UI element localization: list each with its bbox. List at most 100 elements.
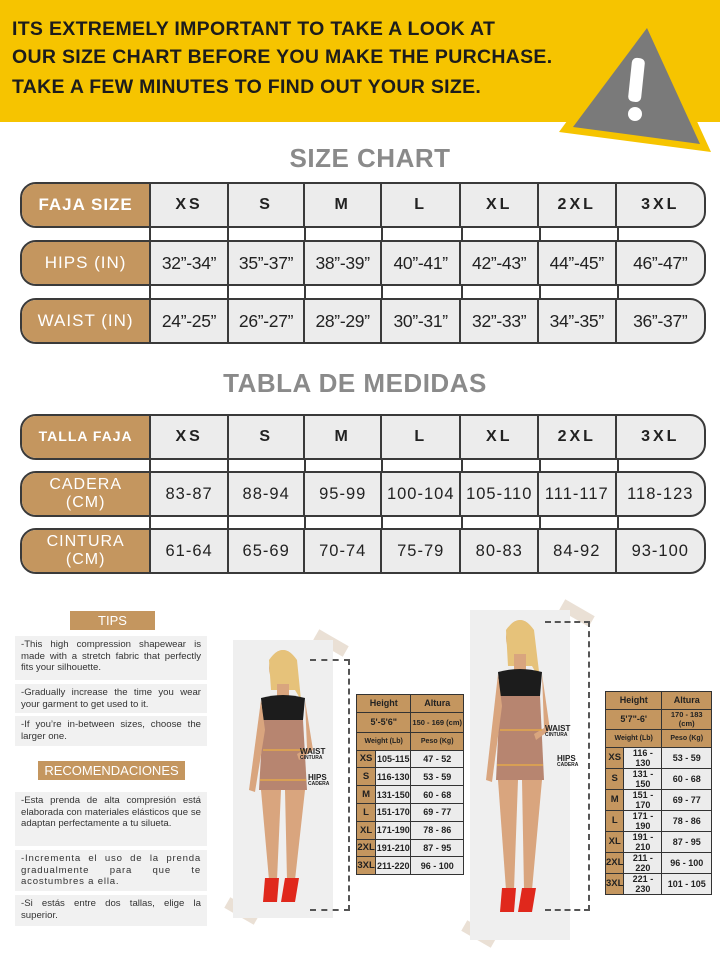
size-cell: M [305,416,382,458]
recomendacion-item: -Si estás entre dos tallas, elige la sup… [15,895,207,926]
value-cell: 131-150 [375,785,412,804]
size-cell: XL [461,184,539,226]
tip-item: -This high compression shapewear is made… [15,636,207,680]
value-cell: 46”-47” [633,252,688,273]
value-cell: 30”-31” [382,300,462,342]
banner-line-3: TAKE A FEW MINUTES TO FIND OUT YOUR SIZE… [12,76,482,98]
value-cell: 38”-39” [305,242,382,284]
table-row: L 171 - 190 78 - 86 [604,809,712,832]
row-label: HIPS (IN) [22,242,152,284]
value-cell: 44”-45” [539,242,617,284]
value-cell: 69 - 77 [661,788,712,811]
size-cell: L [355,802,377,822]
value-cell: 78 - 86 [661,809,712,832]
value-cell: 47 - 52 [410,749,464,769]
model-photo [233,640,333,918]
table-row: 2XL 211 - 220 96 - 100 [604,851,712,874]
header-cell: Peso (Kg) [661,728,712,748]
value-cell: 35”-37” [229,242,306,284]
value-cell: 151-170 [375,802,412,822]
table-row: M 131-150 60 - 68 [355,785,464,804]
size-cell: M [355,785,377,804]
banner-line-1: ITS EXTREMELY IMPORTANT TO TAKE A LOOK A… [12,18,496,40]
row-label: CADERA (CM) [22,473,152,515]
recomendacion-item: -Incrementa el uso de la prenda gradualm… [15,850,207,891]
value-cell: 105-115 [375,749,412,769]
value-cell: 171 - 190 [623,809,663,832]
weight-table-tall: Height Altura 5'7"-6' 170 - 183 (cm) Weight … [604,691,712,895]
size-cell: 3XL [641,428,680,445]
header-cell: Weight (Lb) [355,731,412,751]
header-cell: Altura [661,691,712,710]
value-cell: 61-64 [151,530,229,572]
table-row: Height Altura [604,691,712,710]
header-cell: Altura [410,694,464,713]
size-cell: 3XL [604,872,625,895]
value-cell: 28”-29” [305,300,382,342]
size-cell: XL [604,830,625,853]
size-cell: L [382,416,462,458]
table-row: CINTURA (CM) 61-64 65-69 70-74 75-79 80-83 84-… [20,528,706,574]
table-row: XS 116 - 130 53 - 59 [604,746,712,769]
table-row: M 151 - 170 69 - 77 [604,788,712,811]
banner-line-2: OUR SIZE CHART BEFORE YOU MAKE THE PURCH… [12,46,553,68]
value-cell: 60 - 68 [410,785,464,804]
value-cell: 42”-43” [461,242,539,284]
value-cell: 78 - 86 [410,820,464,840]
size-cell: 3XL [355,856,377,876]
value-cell: 40”-41” [382,242,462,284]
table-row: 2XL 191-210 87 - 95 [355,838,464,858]
hips-label: HIPS CADERA [557,754,579,769]
tip-item: -Gradually increase the time you wear yo… [15,684,207,713]
table-row: S 131 - 150 60 - 68 [604,767,712,790]
dashed-frame [310,659,350,911]
size-cell: 3XL [641,196,680,213]
value-cell: 87 - 95 [661,830,712,853]
value-cell: 93-100 [631,541,689,560]
size-cell: XS [604,746,625,769]
table-row: Weight (Lb) Peso (Kg) [604,728,712,748]
value-cell: 80-83 [461,530,540,572]
header-cell: 170 - 183 (cm) [661,708,712,730]
value-cell: 116-130 [375,767,412,787]
size-cell: M [305,184,382,226]
table-row: HIPS (IN) 32”-34” 35”-37” 38”-39” 40”-41” 42”… [20,240,706,286]
header-cell: Peso (Kg) [410,731,464,751]
size-cell: XL [355,820,377,840]
table-row: L 151-170 69 - 77 [355,802,464,822]
size-cell: S [604,767,625,790]
table-row: S 116-130 53 - 59 [355,767,464,787]
size-cell: L [604,809,625,832]
warning-banner: ITS EXTREMELY IMPORTANT TO TAKE A LOOK A… [0,0,720,122]
value-cell: 211-220 [375,856,412,876]
table-row: Height Altura [355,694,464,713]
weight-table: Height Altura 5'-5'6" 150 - 169 (cm) Weight … [355,694,464,876]
value-cell: 171-190 [375,820,412,840]
value-cell: 32”-33” [461,300,539,342]
value-cell: 53 - 59 [410,767,464,787]
waist-label: WAIST CINTURA [300,747,326,762]
value-cell: 191-210 [375,838,412,858]
value-cell: 221 - 230 [623,872,663,895]
size-cell: 2XL [604,851,625,874]
value-cell: 191 - 210 [623,830,663,853]
table-row: XS 105-115 47 - 52 [355,749,464,769]
size-cell: XS [151,416,229,458]
recomendacion-item: -Esta prenda de alta compresión está ela… [15,792,207,846]
value-cell: 69 - 77 [410,802,464,822]
value-cell: 88-94 [229,473,306,515]
model-silhouette-icon [249,650,313,902]
size-cell: 2XL [355,838,377,858]
row-label: FAJA SIZE [22,184,152,226]
size-cell: 2XL [539,184,617,226]
value-cell: 151 - 170 [623,788,663,811]
value-cell: 24”-25” [151,300,229,342]
value-cell: 83-87 [151,473,229,515]
weight-table: Height Altura 5'7"-6' 170 - 183 (cm) Weight … [604,691,712,895]
table-row: 3XL 211-220 96 - 100 [355,856,464,876]
waist-label: WAIST CINTURA [545,724,571,739]
value-cell: 96 - 100 [661,851,712,874]
tips-heading: TIPS [70,611,155,630]
value-cell: 75-79 [382,530,462,572]
header-cell: Height [355,694,412,713]
